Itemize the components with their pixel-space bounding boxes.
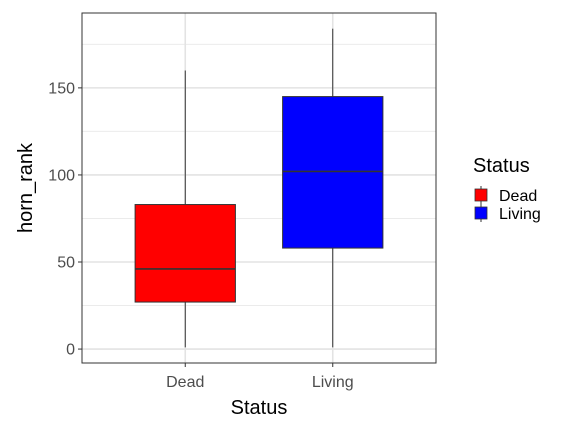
y-tick-label: 100 [48, 167, 75, 184]
y-tick-label: 0 [66, 342, 75, 359]
box-dead [134, 70, 236, 348]
legend-key-living [474, 206, 488, 220]
boxes [134, 28, 384, 348]
legend-entry-living: Living [474, 204, 541, 223]
x-tick-label: Living [312, 374, 354, 391]
box-living [282, 28, 384, 348]
legend-title: Status [473, 155, 530, 177]
y-axis-ticks: 0 50 100 150 [48, 80, 82, 359]
y-tick-label: 150 [48, 80, 75, 97]
legend-entry-dead: Dead [474, 186, 537, 205]
box-body-living [282, 96, 384, 249]
box-body-dead [134, 204, 236, 303]
x-tick-label: Dead [166, 374, 204, 391]
plot-border [81, 12, 437, 364]
legend-label-dead: Dead [499, 188, 537, 205]
x-axis-ticks: Dead Living [166, 363, 354, 391]
legend-label-living: Living [499, 206, 541, 223]
x-axis-title: Status [231, 397, 288, 419]
legend: Status Dead Living [473, 155, 541, 223]
y-tick-label: 50 [57, 255, 75, 272]
legend-key-dead [474, 188, 488, 202]
y-axis-title: horn_rank [15, 142, 37, 233]
